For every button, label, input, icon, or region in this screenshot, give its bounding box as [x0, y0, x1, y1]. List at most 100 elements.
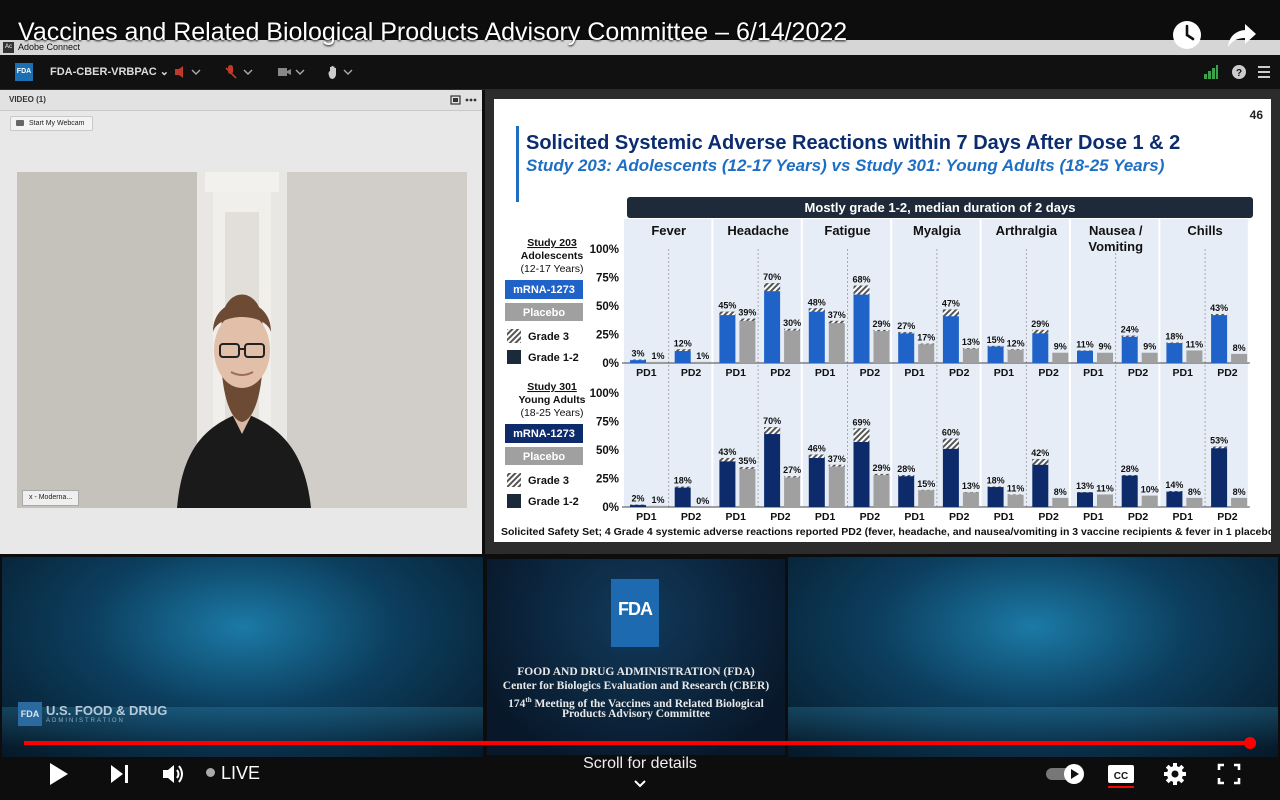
- placebo-bar-label: 8%: [1054, 487, 1067, 497]
- next-icon[interactable]: [108, 760, 132, 788]
- raise-hand-icon[interactable]: [326, 64, 356, 80]
- settings-icon[interactable]: [1162, 760, 1188, 788]
- placebo-bar-label: 13%: [962, 481, 980, 491]
- vaccine-bar: [987, 486, 1004, 507]
- vaccine-bar: [764, 283, 781, 363]
- vaccine-bar: [853, 428, 870, 507]
- volume-icon[interactable]: [160, 760, 188, 788]
- camera-icon[interactable]: [276, 64, 306, 80]
- vaccine-bar-label: 53%: [1210, 436, 1228, 446]
- player-controls: LIVE Scroll for details CC: [0, 748, 1280, 800]
- pod-options-icon[interactable]: [465, 98, 477, 102]
- placebo-bar: [828, 464, 845, 507]
- placebo-bar-label: 9%: [1143, 342, 1156, 352]
- vaccine-bar: [808, 454, 825, 507]
- vaccine-grade3-segment: [808, 308, 825, 312]
- vaccine-bar: [942, 309, 959, 363]
- y-tick-label: 25%: [596, 474, 619, 486]
- chevron-down-icon[interactable]: [632, 778, 648, 790]
- pod-glow: [788, 707, 1278, 747]
- vaccine-grade3-segment: [898, 475, 915, 477]
- placebo-bar: [1231, 497, 1248, 507]
- progress-bar[interactable]: [24, 737, 1256, 749]
- vaccine-bar-label: 18%: [987, 475, 1005, 485]
- legend-group-name: Adolescents: [521, 250, 584, 262]
- placebo-grade3-segment: [873, 473, 890, 476]
- category-label: Chills: [1187, 223, 1222, 238]
- category-label: Myalgia: [913, 223, 961, 238]
- legend-grade12-label: Grade 1-2: [528, 352, 579, 364]
- slide-subtitle: Study 203: Adolescents (12-17 Years) vs …: [526, 156, 1165, 175]
- microphone-icon[interactable]: [224, 64, 254, 80]
- vaccine-bar-label: 45%: [718, 301, 736, 311]
- legend-group-name: Young Adults: [518, 394, 585, 406]
- legend-age-range: (18-25 Years): [520, 407, 583, 419]
- y-tick-label: 100%: [590, 244, 619, 256]
- legend-grade3-swatch: [507, 329, 521, 343]
- vaccine-bar: [719, 311, 736, 363]
- fullscreen-pod-icon[interactable]: [450, 95, 461, 105]
- category-label: Nausea /: [1089, 223, 1143, 238]
- placebo-grade3-segment: [739, 318, 756, 321]
- vaccine-bar: [1211, 313, 1228, 363]
- adverse-reactions-chart: Fever Headache Fatigue Myalgia Arthralgia Nau…: [505, 219, 1250, 523]
- vaccine-bar: [674, 349, 691, 363]
- placebo-bar: [784, 476, 801, 507]
- placebo-bar-label: 12%: [1007, 338, 1025, 348]
- category-label: Headache: [727, 223, 788, 238]
- vaccine-bar: [898, 332, 915, 363]
- presentation-slide: 46 Solicited Systemic Adverse Reactions …: [494, 99, 1271, 542]
- menu-icon[interactable]: [1257, 64, 1271, 80]
- dose-label: PD1: [636, 367, 657, 379]
- dose-label: PD1: [636, 511, 657, 523]
- start-webcam-button[interactable]: Start My Webcam: [10, 116, 93, 131]
- vaccine-bar: [1077, 492, 1093, 507]
- legend-vaccine-swatch: [505, 424, 583, 443]
- autoplay-toggle[interactable]: [1044, 760, 1090, 788]
- fullscreen-icon[interactable]: [1216, 760, 1242, 788]
- vaccine-grade3-segment: [1211, 446, 1228, 449]
- fda-logo-badge: FDA: [15, 63, 33, 81]
- vaccine-bar-label: 43%: [718, 447, 736, 457]
- slide-footnote: Solicited Safety Set; 4 Grade 4 systemic…: [501, 526, 1271, 538]
- vaccine-bar-label: 48%: [808, 297, 826, 307]
- vaccine-bar-label: 28%: [897, 464, 915, 474]
- placebo-grade3-segment: [873, 329, 890, 332]
- vaccine-bar-label: 18%: [1165, 331, 1183, 341]
- pod-glow: [2, 707, 483, 747]
- placebo-bar-label: 27%: [783, 465, 801, 475]
- placebo-bar-label: 10%: [1141, 485, 1159, 495]
- cc-icon[interactable]: CC: [1106, 760, 1136, 788]
- vaccine-bar: [987, 345, 1004, 363]
- dose-label: PD2: [770, 367, 791, 379]
- placebo-grade3-segment: [918, 343, 935, 345]
- placebo-bar-label: 11%: [1007, 483, 1025, 493]
- dose-label: PD1: [994, 511, 1015, 523]
- scrubber-handle[interactable]: [1243, 737, 1256, 749]
- vaccine-bar: [719, 457, 736, 507]
- meeting-number-line: 174th Meeting of the Vaccines and Relate…: [487, 693, 785, 711]
- vaccine-bar-label: 18%: [674, 475, 692, 485]
- dose-label: PD2: [1038, 511, 1059, 523]
- signal-icon[interactable]: [1203, 64, 1219, 80]
- placebo-bar: [1231, 353, 1248, 363]
- speaker-icon[interactable]: [172, 64, 202, 80]
- watch-later-icon[interactable]: [1170, 18, 1204, 52]
- meeting-name-label: FDA-CBER-VRBPAC: [50, 66, 157, 78]
- vaccine-grade3-segment: [942, 438, 959, 449]
- placebo-bar-label: 9%: [1054, 342, 1067, 352]
- category-label: Fatigue: [824, 223, 870, 238]
- help-icon[interactable]: ?: [1231, 64, 1247, 80]
- placebo-bar: [1007, 349, 1024, 363]
- dose-label: PD1: [1173, 511, 1194, 523]
- live-indicator[interactable]: LIVE: [206, 763, 260, 784]
- video-title[interactable]: Vaccines and Related Biological Products…: [18, 18, 848, 46]
- placebo-bar: [1097, 352, 1113, 363]
- share-icon[interactable]: [1225, 18, 1259, 52]
- play-icon[interactable]: [44, 760, 72, 788]
- vaccine-bar-label: 68%: [852, 274, 870, 284]
- meeting-menu[interactable]: FDA-CBER-VRBPAC ⌄: [50, 65, 169, 78]
- placebo-bar: [1097, 494, 1113, 507]
- meeting-info-card: FDA FOOD AND DRUG ADMINISTRATION (FDA) C…: [487, 559, 785, 755]
- scroll-for-details[interactable]: Scroll for details: [583, 755, 697, 772]
